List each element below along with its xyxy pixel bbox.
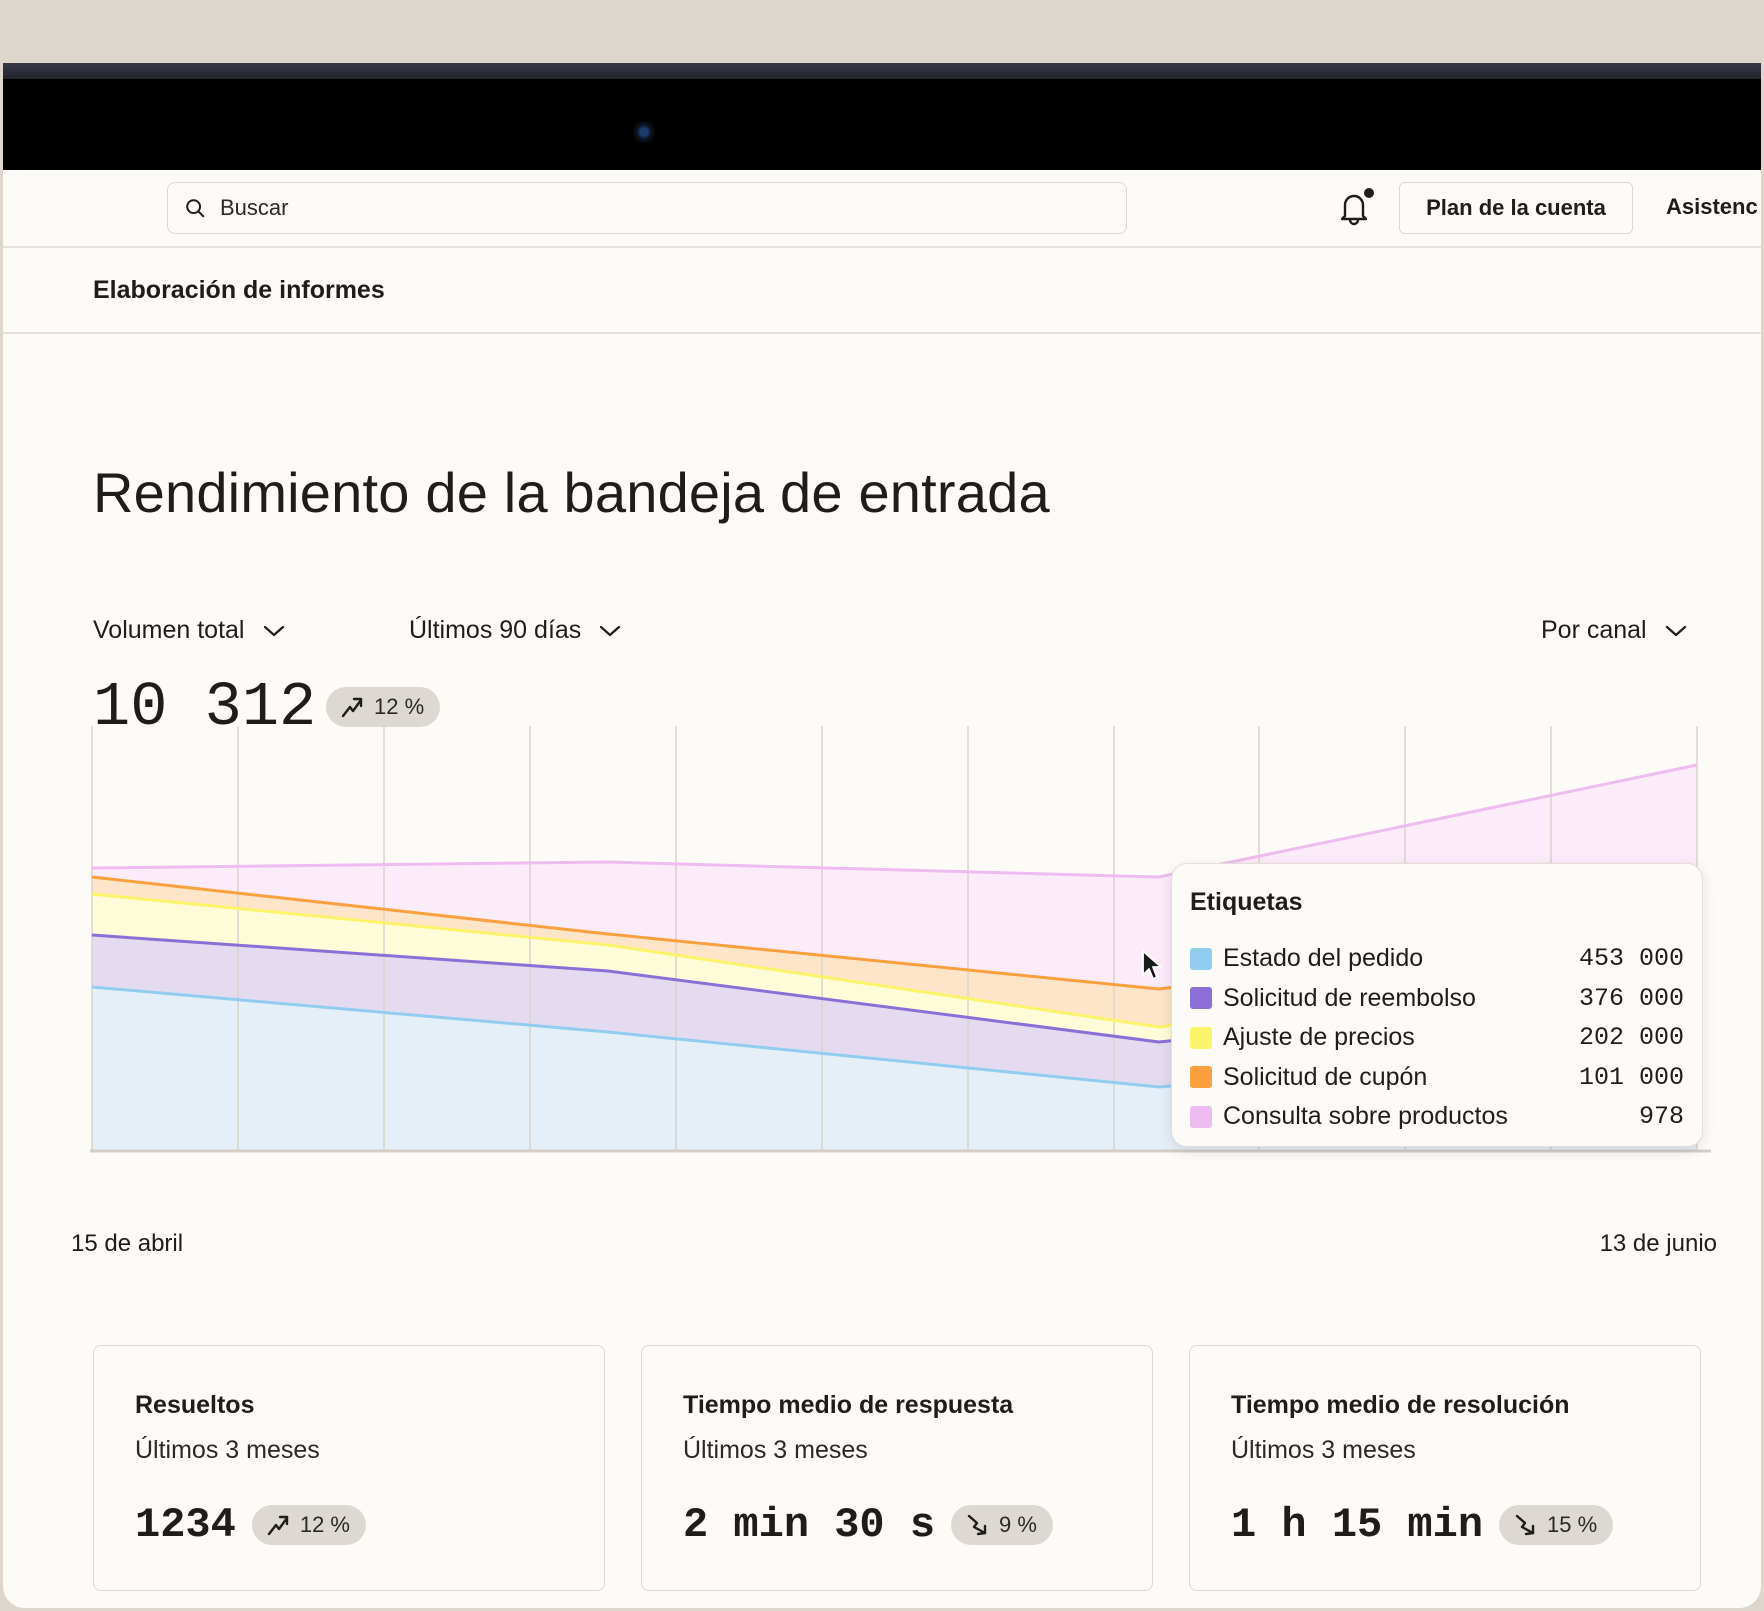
card-subtitle: Últimos 3 meses xyxy=(135,1436,320,1464)
legend-label: Solicitud de reembolso xyxy=(1223,983,1476,1012)
top-bar: Plan de la cuenta Asistenc xyxy=(3,170,1761,248)
legend-swatch xyxy=(1190,1066,1212,1089)
legend-row: Ajuste de precios 202 000 xyxy=(1190,1018,1684,1058)
date-range-dropdown[interactable]: Últimos 90 días xyxy=(409,616,621,645)
page-title: Rendimiento de la bandeja de entrada xyxy=(93,461,1050,524)
kpi-cards: Resueltos Últimos 3 meses 1234 12 % Tiem… xyxy=(93,1345,1701,1591)
legend-row: Solicitud de reembolso 376 000 xyxy=(1190,979,1684,1019)
device-window: Plan de la cuenta Asistenc Elaboración d… xyxy=(3,63,1761,1608)
legend-swatch xyxy=(1190,947,1212,970)
card-value: 2 min 30 s xyxy=(683,1501,936,1549)
legend-label: Estado del pedido xyxy=(1223,944,1424,973)
trend-badge: 9 % xyxy=(951,1505,1053,1545)
chevron-down-icon xyxy=(1665,625,1686,636)
trend-value: 15 % xyxy=(1547,1512,1598,1537)
legend-swatch xyxy=(1190,987,1212,1010)
trend-down-icon xyxy=(1515,1514,1535,1536)
legend-row: Solicitud de cupón 101 000 xyxy=(1190,1058,1684,1098)
metric-dropdown-label: Volumen total xyxy=(93,616,245,644)
card-subtitle: Últimos 3 meses xyxy=(683,1436,868,1464)
legend-value: 101 000 xyxy=(1578,1062,1684,1092)
legend-swatch xyxy=(1190,1026,1212,1049)
trend-badge: 15 % xyxy=(1499,1505,1614,1545)
section-header: Elaboración de informes xyxy=(3,250,1761,334)
chart-tooltip: Etiquetas Estado del pedido 453 000 Soli… xyxy=(1171,863,1703,1147)
legend-value: 453 000 xyxy=(1578,944,1684,974)
x-axis-start-label: 15 de abril xyxy=(71,1230,184,1257)
date-range-dropdown-label: Últimos 90 días xyxy=(409,616,582,644)
legend-row: Consulta sobre productos 978 xyxy=(1190,1097,1684,1137)
card-value: 1 h 15 min xyxy=(1231,1501,1484,1549)
total-volume-value: 10 312 xyxy=(93,672,317,743)
grouping-dropdown[interactable]: Por canal xyxy=(1541,616,1687,645)
trend-badge: 12 % xyxy=(251,1505,366,1545)
card-value: 1234 xyxy=(135,1501,236,1549)
search-box[interactable] xyxy=(167,182,1127,234)
camera-icon xyxy=(633,121,655,143)
legend-swatch xyxy=(1190,1105,1212,1128)
card-subtitle: Últimos 3 meses xyxy=(1231,1436,1416,1464)
legend-value: 376 000 xyxy=(1578,983,1684,1013)
trend-value: 12 % xyxy=(374,694,425,719)
trend-badge: 12 % xyxy=(326,687,441,727)
legend-row: Estado del pedido 453 000 xyxy=(1190,939,1684,979)
chevron-down-icon xyxy=(600,625,621,636)
kpi-card-resolution-time[interactable]: Tiempo medio de resolución Últimos 3 mes… xyxy=(1189,1345,1701,1591)
trend-up-icon xyxy=(267,1515,289,1536)
kpi-card-resolved[interactable]: Resueltos Últimos 3 meses 1234 12 % xyxy=(93,1345,605,1591)
legend-value: 978 xyxy=(1638,1102,1684,1132)
notification-badge xyxy=(1364,188,1374,198)
support-link[interactable]: Asistenc xyxy=(1666,194,1758,219)
legend-label: Consulta sobre productos xyxy=(1223,1102,1508,1131)
account-plan-button[interactable]: Plan de la cuenta xyxy=(1399,182,1633,234)
trend-down-icon xyxy=(967,1514,987,1536)
bezel-strip xyxy=(3,63,1761,79)
x-axis-end-label: 13 de junio xyxy=(1599,1230,1717,1257)
trend-value: 9 % xyxy=(999,1512,1037,1537)
legend-label: Solicitud de cupón xyxy=(1223,1062,1428,1091)
tooltip-title: Etiquetas xyxy=(1190,888,1303,916)
search-input[interactable] xyxy=(220,195,1080,221)
card-title: Resueltos xyxy=(135,1391,255,1419)
screen-bezel xyxy=(3,79,1761,170)
metric-dropdown[interactable]: Volumen total xyxy=(93,616,285,645)
app-content: Plan de la cuenta Asistenc Elaboración d… xyxy=(3,170,1761,1608)
grouping-dropdown-label: Por canal xyxy=(1541,616,1647,644)
trend-value: 12 % xyxy=(299,1512,350,1537)
legend-value: 202 000 xyxy=(1578,1023,1684,1053)
card-value-row: 1234 12 % xyxy=(135,1501,366,1549)
desktop-background xyxy=(0,0,1764,63)
card-title: Tiempo medio de respuesta xyxy=(683,1391,1014,1419)
kpi-card-response-time[interactable]: Tiempo medio de respuesta Últimos 3 mese… xyxy=(641,1345,1153,1591)
bell-icon[interactable] xyxy=(1336,188,1372,228)
card-title: Tiempo medio de resolución xyxy=(1231,1391,1570,1419)
legend-label: Ajuste de precios xyxy=(1223,1023,1415,1052)
card-value-row: 1 h 15 min 15 % xyxy=(1231,1501,1614,1549)
mouse-cursor-icon xyxy=(1142,950,1162,980)
search-icon xyxy=(186,199,205,218)
section-title: Elaboración de informes xyxy=(93,276,385,304)
chevron-down-icon xyxy=(263,625,284,636)
trend-up-icon xyxy=(341,697,363,718)
card-value-row: 2 min 30 s 9 % xyxy=(683,1501,1053,1549)
